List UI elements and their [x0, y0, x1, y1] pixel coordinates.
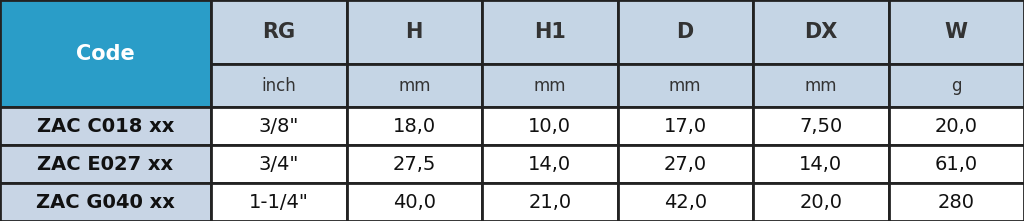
- Text: 40,0: 40,0: [393, 192, 436, 211]
- Text: inch: inch: [261, 77, 296, 95]
- Text: 3/8": 3/8": [259, 117, 299, 136]
- Bar: [346, 64, 482, 107]
- Bar: [889, 64, 1024, 107]
- Text: H: H: [406, 22, 423, 42]
- Text: 61,0: 61,0: [935, 155, 978, 173]
- Text: ZAC G040 xx: ZAC G040 xx: [36, 192, 175, 211]
- Bar: [0, 145, 211, 183]
- Bar: [346, 183, 482, 221]
- Text: H1: H1: [534, 22, 565, 42]
- Text: 27,0: 27,0: [664, 155, 707, 173]
- Bar: [889, 0, 1024, 64]
- Text: 280: 280: [938, 192, 975, 211]
- Text: DX: DX: [804, 22, 838, 42]
- Bar: [211, 183, 346, 221]
- Bar: [617, 64, 753, 107]
- Text: 42,0: 42,0: [664, 192, 707, 211]
- Bar: [211, 107, 346, 145]
- Bar: [346, 145, 482, 183]
- Text: g: g: [951, 77, 962, 95]
- Text: mm: mm: [398, 77, 430, 95]
- Bar: [753, 0, 889, 64]
- Text: 14,0: 14,0: [799, 155, 843, 173]
- Text: 10,0: 10,0: [528, 117, 571, 136]
- Text: 20,0: 20,0: [800, 192, 843, 211]
- Bar: [482, 183, 617, 221]
- Text: 21,0: 21,0: [528, 192, 571, 211]
- Text: mm: mm: [669, 77, 701, 95]
- Text: Code: Code: [76, 44, 135, 64]
- Bar: [211, 64, 346, 107]
- Bar: [753, 183, 889, 221]
- Bar: [889, 145, 1024, 183]
- Bar: [753, 107, 889, 145]
- Bar: [482, 64, 617, 107]
- Bar: [753, 145, 889, 183]
- Bar: [0, 0, 211, 107]
- Bar: [211, 0, 346, 64]
- Text: 7,50: 7,50: [799, 117, 843, 136]
- Text: 1-1/4": 1-1/4": [249, 192, 308, 211]
- Bar: [753, 64, 889, 107]
- Text: ZAC E027 xx: ZAC E027 xx: [38, 155, 173, 173]
- Text: 14,0: 14,0: [528, 155, 571, 173]
- Bar: [889, 183, 1024, 221]
- Bar: [0, 183, 211, 221]
- Text: mm: mm: [805, 77, 837, 95]
- Bar: [482, 145, 617, 183]
- Text: W: W: [945, 22, 968, 42]
- Text: ZAC C018 xx: ZAC C018 xx: [37, 117, 174, 136]
- Text: mm: mm: [534, 77, 566, 95]
- Text: 20,0: 20,0: [935, 117, 978, 136]
- Text: 17,0: 17,0: [664, 117, 707, 136]
- Text: 27,5: 27,5: [392, 155, 436, 173]
- Bar: [346, 107, 482, 145]
- Text: 3/4": 3/4": [259, 155, 299, 173]
- Bar: [211, 145, 346, 183]
- Text: D: D: [677, 22, 694, 42]
- Bar: [617, 0, 753, 64]
- Bar: [617, 183, 753, 221]
- Bar: [0, 107, 211, 145]
- Bar: [482, 107, 617, 145]
- Bar: [482, 0, 617, 64]
- Bar: [346, 0, 482, 64]
- Text: 18,0: 18,0: [392, 117, 436, 136]
- Bar: [889, 107, 1024, 145]
- Bar: [617, 145, 753, 183]
- Text: RG: RG: [262, 22, 295, 42]
- Bar: [617, 107, 753, 145]
